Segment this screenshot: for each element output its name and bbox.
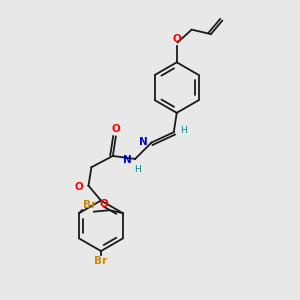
Text: O: O (74, 182, 83, 192)
Text: O: O (172, 34, 181, 44)
Text: O: O (99, 199, 108, 209)
Text: Br: Br (94, 256, 107, 266)
Text: H: H (180, 126, 187, 135)
Text: Br: Br (82, 200, 96, 210)
Text: H: H (134, 166, 141, 175)
Text: O: O (111, 124, 120, 134)
Text: N: N (139, 137, 148, 147)
Text: N: N (123, 154, 132, 164)
